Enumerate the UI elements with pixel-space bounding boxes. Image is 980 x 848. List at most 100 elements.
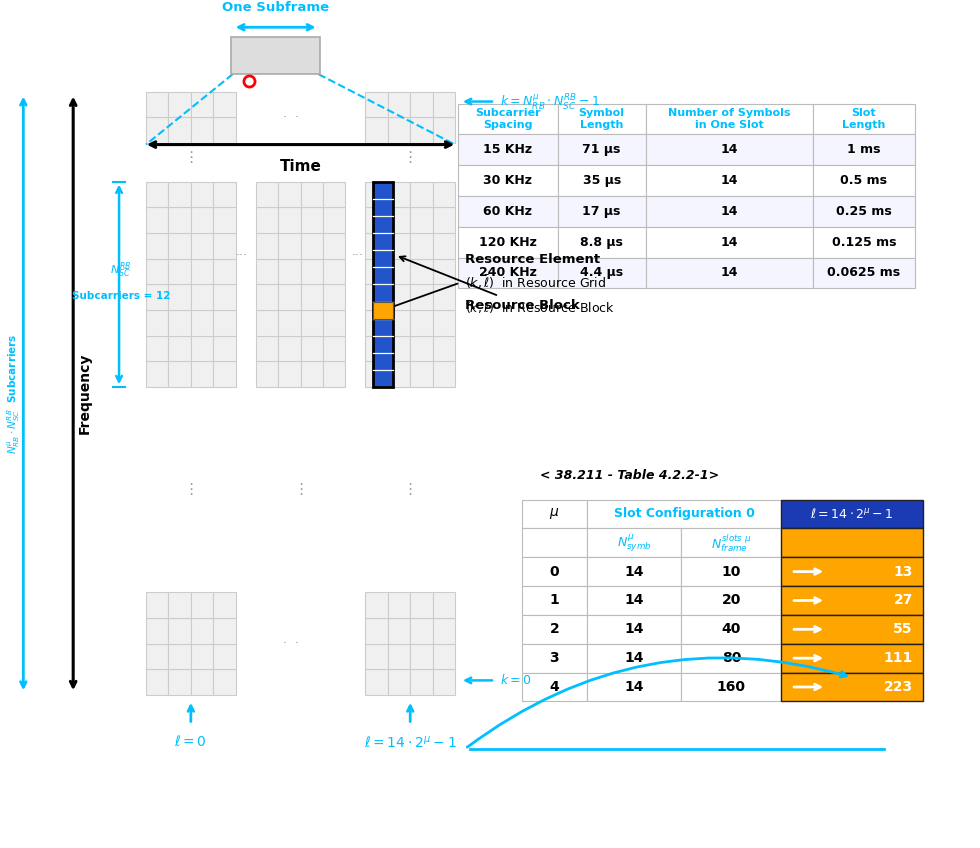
Bar [146,233,169,259]
Bar [388,618,411,644]
Text: ⋮: ⋮ [403,150,417,165]
Bar [522,499,587,528]
Bar [169,644,191,669]
Bar [587,557,681,586]
Bar [191,669,214,695]
Bar [191,618,214,644]
Bar [366,117,388,142]
Bar [169,284,191,310]
Bar [813,196,914,226]
Text: $\mu$: $\mu$ [549,506,560,522]
Bar [681,557,781,586]
Text: 0.0625 ms: 0.0625 ms [827,266,901,279]
Text: 20: 20 [721,594,741,607]
Bar [432,618,455,644]
Bar [301,259,323,284]
Text: One Subframe: One Subframe [222,1,329,14]
Bar [256,284,278,310]
Bar [214,284,236,310]
Text: $\ell = 0$: $\ell = 0$ [174,734,207,749]
Text: $(k, \bar{\ell})$  in Resource Grid: $(k, \bar{\ell})$ in Resource Grid [466,274,607,292]
Bar [146,117,169,142]
Bar [323,310,345,336]
Bar [781,615,923,644]
Text: ⋮: ⋮ [183,483,199,497]
Bar [214,259,236,284]
Bar [432,336,455,361]
Bar [587,586,681,615]
Bar [214,92,236,117]
Bar [278,336,301,361]
Bar [214,208,236,233]
Bar [432,644,455,669]
Text: ·  ·: · · [282,111,299,124]
Bar [366,181,388,208]
Text: 120 KHz: 120 KHz [479,236,537,248]
Bar [522,644,587,672]
Text: 1 ms: 1 ms [847,143,881,156]
Text: 14: 14 [624,680,644,694]
Bar [781,528,923,557]
Bar [214,644,236,669]
Bar [411,208,432,233]
Bar [458,196,558,226]
Text: Slot
Length: Slot Length [842,108,886,130]
Bar [191,593,214,618]
Bar [301,233,323,259]
Bar [558,103,646,134]
Bar [432,284,455,310]
Text: Subcarrier
Spacing: Subcarrier Spacing [475,108,541,130]
Bar [278,310,301,336]
Bar [681,615,781,644]
Text: 160: 160 [716,680,746,694]
Bar [813,165,914,196]
Text: Number of Symbols
in One Slot: Number of Symbols in One Slot [668,108,791,130]
Bar [411,669,432,695]
Bar [366,310,388,336]
Bar [366,233,388,259]
Text: 0.25 ms: 0.25 ms [836,205,892,218]
Bar [646,103,813,134]
Bar [681,586,781,615]
Bar [781,672,923,701]
Bar [646,226,813,258]
Bar [278,233,301,259]
Text: ⋮: ⋮ [403,483,417,497]
Bar [301,181,323,208]
Text: 55: 55 [894,622,912,636]
Bar [373,181,393,387]
Text: $\ell = 14 \cdot 2^{\mu} - 1$: $\ell = 14 \cdot 2^{\mu} - 1$ [810,507,894,521]
Bar [256,208,278,233]
Bar [646,134,813,165]
Text: 0.5 ms: 0.5 ms [841,174,888,187]
Text: $(k, \ell)$  in Resource Block: $(k, \ell)$ in Resource Block [466,299,614,315]
Bar [278,259,301,284]
Bar [522,557,587,586]
Bar [191,310,214,336]
Bar [388,284,411,310]
Text: 80: 80 [721,651,741,665]
Text: 14: 14 [720,236,738,248]
Bar [146,310,169,336]
Bar [366,361,388,387]
Bar [411,284,432,310]
Bar [458,226,558,258]
Bar [169,618,191,644]
Bar [432,310,455,336]
Bar [214,181,236,208]
Bar [432,593,455,618]
Bar [781,557,923,586]
Text: 0.125 ms: 0.125 ms [832,236,896,248]
Bar [191,284,214,310]
Bar [191,208,214,233]
Bar [191,259,214,284]
Bar [256,336,278,361]
Bar [366,259,388,284]
Bar [169,259,191,284]
Bar [388,259,411,284]
Text: $N_{RB}^{\mu} \cdot N_{SC}^{RB}$  Subcarriers: $N_{RB}^{\mu} \cdot N_{SC}^{RB}$ Subcarr… [5,333,22,454]
Bar [646,196,813,226]
Bar [781,644,923,672]
Bar [278,208,301,233]
Bar [432,117,455,142]
